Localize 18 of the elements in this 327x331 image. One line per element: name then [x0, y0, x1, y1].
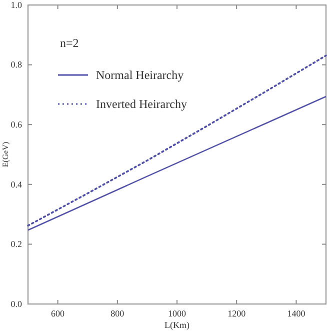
y-axis-title: E(GeV) — [1, 142, 10, 168]
y-tick-label: 0.4 — [10, 179, 22, 190]
legend-title: n=2 — [60, 36, 79, 50]
line-series — [27, 54, 327, 227]
x-tick-label: 800 — [110, 308, 125, 318]
y-tick-label: 0.0 — [10, 298, 22, 309]
x-axis-title: L(Km) — [164, 320, 190, 330]
y-tick-label: 0.8 — [10, 60, 22, 70]
x-tick-label: 600 — [51, 308, 66, 318]
x-tick-label: 1400 — [287, 308, 306, 318]
x-tick-label: 1000 — [168, 308, 186, 318]
y-tick-label: 0.2 — [10, 239, 22, 250]
y-tick-label: 0.6 — [10, 119, 22, 130]
x-tick-label: 1200 — [228, 308, 246, 318]
line-series — [27, 96, 327, 231]
legend-label: Normal Heirarchy — [96, 68, 184, 82]
y-tick-label: 1.0 — [10, 0, 22, 10]
legend-label: Inverted Heirarchy — [96, 97, 187, 111]
